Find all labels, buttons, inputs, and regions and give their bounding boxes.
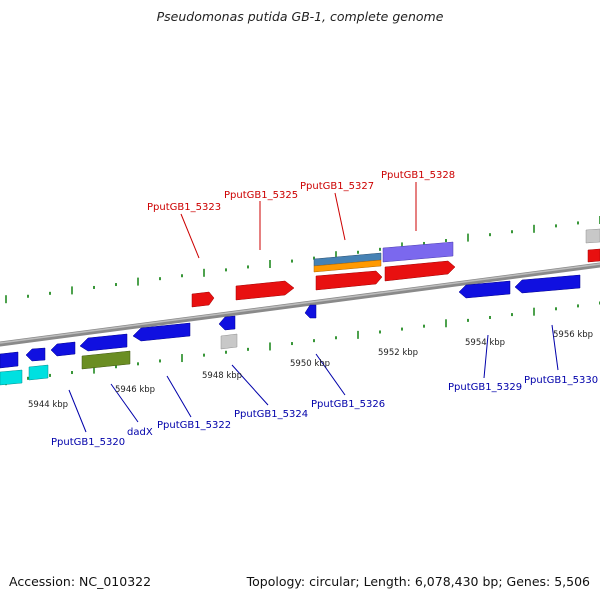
- gene-label-forward[interactable]: PputGB1_5323: [147, 202, 221, 213]
- kbp-label: 5944 kbp: [28, 400, 68, 410]
- gene-feature-blue[interactable]: [25, 347, 46, 362]
- upper-tick-track: [5, 216, 600, 304]
- kbp-label: 5956 kbp: [553, 330, 593, 340]
- map-title: Pseudomonas putida GB-1, complete genome: [156, 9, 444, 24]
- gene-feature-olive[interactable]: [81, 350, 131, 370]
- callout-line: [110, 383, 139, 423]
- gene-feature-red[interactable]: [191, 291, 215, 308]
- gene-feature-red[interactable]: [235, 280, 295, 301]
- gene-feature-blue[interactable]: [79, 333, 128, 352]
- gene-label-reverse[interactable]: PputGB1_5326: [311, 399, 385, 410]
- callout-line: [315, 353, 346, 396]
- gene-label-reverse[interactable]: PputGB1_5322: [157, 420, 231, 431]
- kbp-label: 5946 kbp: [115, 385, 155, 395]
- gene-label-reverse[interactable]: dadX: [127, 427, 153, 438]
- forward-features: [191, 228, 600, 308]
- genome-stats-text: Topology: circular; Length: 6,078,430 bp…: [246, 574, 590, 589]
- gene-feature-slateblue[interactable]: [382, 241, 454, 263]
- gene-feature-cyan[interactable]: [28, 364, 49, 381]
- reverse-label-callouts: PputGB1_5320 dadX PputGB1_5322 PputGB1_5…: [51, 324, 598, 448]
- kbp-label: 5948 kbp: [202, 371, 242, 381]
- callout-line: [483, 334, 489, 379]
- kbp-scale-labels: 5944 kbp 5946 kbp 5948 kbp 5950 kbp 5952…: [28, 330, 593, 410]
- forward-label-callouts: PputGB1_5323 PputGB1_5325 PputGB1_5327 P…: [147, 170, 455, 259]
- gene-feature-blue[interactable]: [514, 274, 581, 294]
- gene-label-reverse[interactable]: PputGB1_5330: [524, 375, 598, 386]
- kbp-label: 5950 kbp: [290, 359, 330, 369]
- kbp-label: 5952 kbp: [378, 348, 418, 358]
- kbp-label: 5954 kbp: [465, 338, 505, 348]
- gene-feature-blue[interactable]: [458, 280, 511, 299]
- genome-backbone: [0, 262, 600, 347]
- accession-text: Accession: NC_010322: [9, 574, 152, 589]
- gene-label-reverse[interactable]: PputGB1_5329: [448, 382, 522, 393]
- gene-feature-gray[interactable]: [585, 228, 600, 244]
- gene-feature-red[interactable]: [384, 260, 456, 282]
- genome-backbone-highlight: [0, 263, 600, 344]
- callout-line: [180, 213, 200, 259]
- gene-feature-gray[interactable]: [220, 333, 238, 350]
- gene-feature-cyan[interactable]: [0, 369, 23, 386]
- reverse-features: [0, 274, 581, 386]
- callout-line: [231, 364, 269, 406]
- gene-feature-red[interactable]: [587, 248, 600, 263]
- gene-label-forward[interactable]: PputGB1_5325: [224, 190, 298, 201]
- gene-feature-blue[interactable]: [50, 341, 76, 357]
- gene-feature-red[interactable]: [315, 270, 383, 291]
- gene-feature-orange[interactable]: [313, 259, 382, 273]
- gene-feature-blue[interactable]: [0, 351, 19, 369]
- gene-feature-blue[interactable]: [132, 322, 191, 342]
- gene-label-reverse[interactable]: PputGB1_5320: [51, 437, 125, 448]
- gene-label-forward[interactable]: PputGB1_5327: [300, 181, 374, 192]
- gene-feature-blue[interactable]: [304, 304, 317, 319]
- callout-line: [551, 324, 559, 371]
- callout-line: [68, 389, 87, 433]
- gene-label-reverse[interactable]: PputGB1_5324: [234, 409, 308, 420]
- gene-label-forward[interactable]: PputGB1_5328: [381, 170, 455, 181]
- callout-line: [334, 192, 346, 241]
- gene-feature-blue[interactable]: [218, 315, 236, 331]
- callout-line: [166, 375, 192, 418]
